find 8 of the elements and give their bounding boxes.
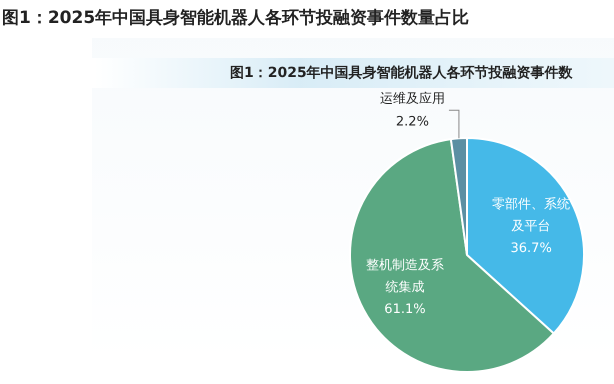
- slice-label: 整机制造及系统集成: [366, 258, 444, 296]
- chart-subtitle: 图1：2025年中国具身智能机器人各环节投融资事件数: [230, 64, 573, 82]
- slice-label: 运维及应用: [380, 90, 445, 107]
- data-label: 2.2%: [396, 114, 429, 130]
- slice-label: 零部件、系统及平台: [492, 196, 570, 234]
- data-label: 61.1%: [384, 302, 426, 318]
- data-label: 36.7%: [510, 240, 552, 256]
- chart-title: 图1：2025年中国具身智能机器人各环节投融资事件数量占比: [2, 7, 470, 29]
